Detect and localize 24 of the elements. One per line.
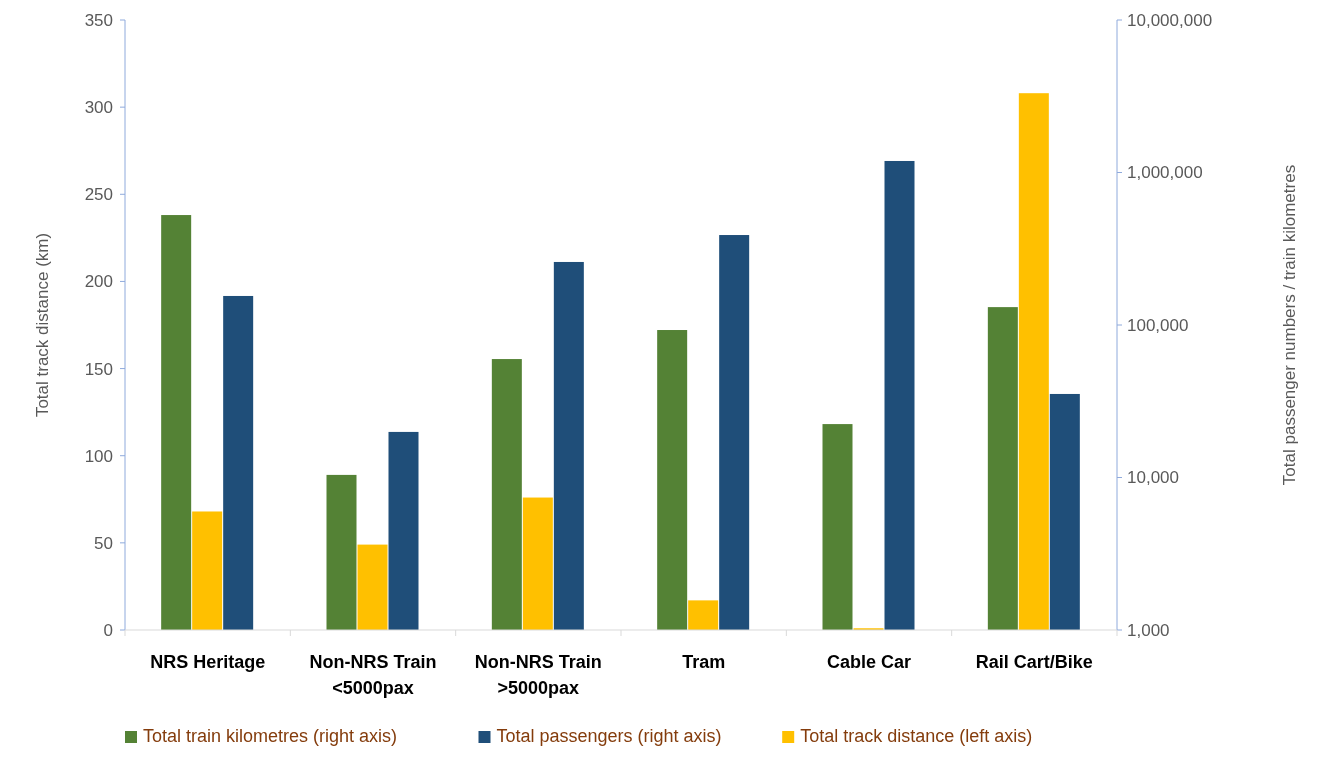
x-tick-label: Non-NRS Train >5000pax [474,652,602,698]
y-tick-label: 150 [84,359,113,379]
y2-tick-label: 10,000 [1127,468,1179,488]
x-tick-label: Rail Cart/Bike [975,652,1093,672]
legend-label: Total track distance (left axis) [800,725,1033,746]
y2-tick-label: 100,000 [1127,315,1189,335]
legend-label: Total passengers (right axis) [496,725,722,746]
y-tick-label: 300 [84,98,113,118]
legend-label: Total train kilometres (right axis) [143,725,398,746]
y2-tick-label: 1,000,000 [1127,163,1203,183]
y-axis-title: Total track distance (km) [33,232,52,418]
y2-axis-title: Total passenger numbers / train kilometres [1280,164,1299,486]
y-tick-label: 250 [84,185,113,205]
x-tick-label: Non-NRS Train <5000pax [309,652,437,698]
x-tick-label: Tram [682,652,726,672]
y2-tick-label: 1,000 [1127,620,1170,640]
y-tick-label: 50 [94,533,113,553]
x-tick-label: Cable Car [826,652,912,672]
y2-tick-label: 10,000,000 [1127,10,1213,30]
y-tick-label: 350 [84,10,113,30]
y-tick-label: 0 [103,620,113,640]
x-tick-label: NRS Heritage [150,652,266,672]
y-tick-label: 100 [84,446,113,466]
y-tick-label: 200 [84,272,113,292]
